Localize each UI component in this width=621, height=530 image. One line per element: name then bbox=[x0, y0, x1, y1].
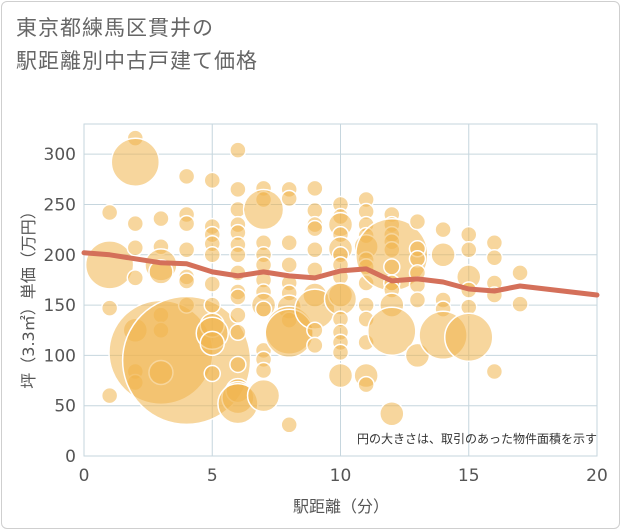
chart-title-line-2: 駅距離別中古戸建て価格 bbox=[16, 49, 258, 73]
bubble bbox=[306, 179, 324, 198]
bubble bbox=[383, 258, 401, 276]
bubble bbox=[379, 400, 405, 427]
x-tick-label: 20 bbox=[586, 466, 608, 486]
bubble bbox=[100, 386, 119, 405]
y-tick-label: 0 bbox=[65, 447, 76, 467]
bubble bbox=[126, 269, 145, 287]
bubble bbox=[177, 167, 196, 186]
bubble bbox=[306, 219, 324, 238]
bubble bbox=[203, 275, 221, 293]
bubble bbox=[485, 233, 504, 252]
bubble bbox=[280, 233, 298, 252]
bubble bbox=[126, 214, 145, 233]
bubble bbox=[430, 242, 456, 268]
chart-title: 東京都練馬区貫井の 駅距離別中古戸建て価格 bbox=[16, 12, 258, 78]
bubble bbox=[254, 300, 273, 318]
bubble bbox=[280, 256, 298, 274]
bubble bbox=[203, 171, 221, 190]
bubble bbox=[229, 141, 247, 159]
y-axis-label: 坪（3.3㎡）単価（万円） bbox=[19, 203, 38, 388]
bubble bbox=[229, 288, 247, 306]
bubble bbox=[511, 295, 529, 313]
bubble bbox=[246, 378, 281, 413]
bubble bbox=[254, 361, 273, 380]
y-tick-label: 50 bbox=[54, 397, 76, 417]
bubble bbox=[357, 375, 375, 394]
bubble bbox=[460, 241, 478, 259]
y-tick-label: 100 bbox=[44, 346, 76, 366]
y-tick-label: 150 bbox=[44, 296, 76, 316]
bubble bbox=[444, 312, 494, 363]
bubble bbox=[511, 264, 529, 282]
bubble bbox=[203, 296, 221, 314]
bubble bbox=[229, 323, 247, 342]
bubble bbox=[100, 299, 119, 317]
bubble bbox=[199, 330, 225, 357]
bubble bbox=[306, 321, 324, 339]
bubble bbox=[126, 238, 145, 257]
bubble bbox=[367, 306, 417, 356]
bubble bbox=[306, 241, 324, 259]
bubble bbox=[152, 209, 170, 228]
bubble bbox=[148, 259, 174, 285]
bubble bbox=[177, 214, 196, 233]
bubble bbox=[229, 246, 247, 264]
bubble bbox=[408, 212, 427, 231]
bubble bbox=[280, 189, 298, 208]
y-tick-label: 250 bbox=[44, 195, 76, 215]
trend-line bbox=[81, 250, 600, 298]
bubble bbox=[280, 416, 298, 434]
bubble bbox=[229, 355, 247, 374]
bubble bbox=[177, 272, 196, 290]
bubble bbox=[177, 241, 196, 259]
bubble bbox=[242, 188, 285, 231]
bubble bbox=[100, 203, 119, 222]
bubble bbox=[306, 336, 324, 355]
bubble bbox=[203, 364, 221, 383]
x-tick-label: 10 bbox=[330, 466, 352, 486]
bubble bbox=[84, 240, 135, 290]
bubble bbox=[460, 225, 478, 244]
bubble bbox=[110, 137, 161, 187]
bubble bbox=[408, 291, 427, 309]
bubble bbox=[229, 180, 247, 199]
bubble-size-note: 円の大きさは、取引のあった物件面積を示す bbox=[357, 431, 597, 446]
y-tick-label: 200 bbox=[44, 246, 76, 266]
bubble bbox=[485, 249, 504, 267]
bubble-series bbox=[84, 129, 529, 434]
bubble bbox=[327, 362, 354, 389]
x-tick-label: 5 bbox=[207, 466, 218, 486]
bubble bbox=[229, 306, 247, 324]
bubble bbox=[434, 220, 452, 239]
x-axis-label: 駅距離（分） bbox=[293, 497, 389, 516]
x-tick-label: 15 bbox=[458, 466, 480, 486]
x-tick-label: 0 bbox=[79, 466, 90, 486]
bubble bbox=[485, 362, 504, 381]
y-tick-label: 300 bbox=[44, 145, 76, 165]
bubble bbox=[323, 282, 358, 316]
bubble bbox=[331, 343, 350, 362]
chart-title-line-1: 東京都練馬区貫井の bbox=[16, 16, 214, 40]
bubble bbox=[203, 246, 221, 264]
